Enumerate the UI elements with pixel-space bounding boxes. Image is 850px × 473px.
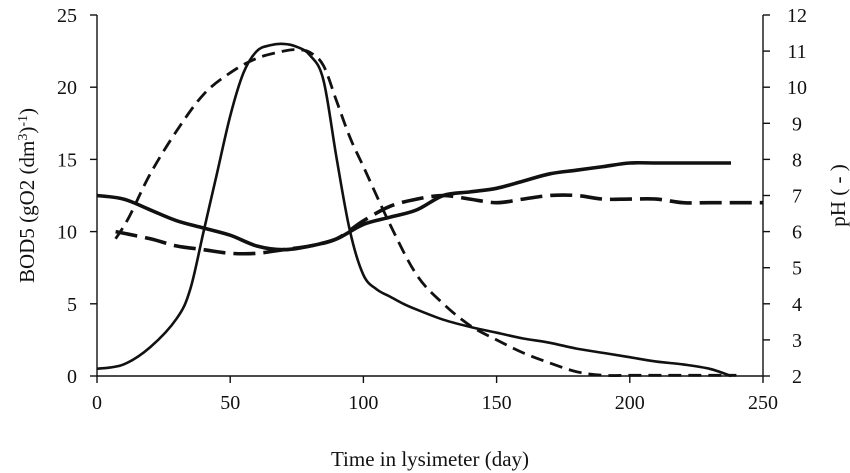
- y2-tick-label: 11: [787, 41, 806, 63]
- axes: [96, 15, 764, 377]
- x-tick-label: 50: [220, 392, 240, 414]
- series-line-3-ph: [96, 160, 731, 252]
- x-tick-label: 150: [482, 392, 512, 414]
- x-tick-label: 0: [92, 392, 102, 414]
- series-line-1-bod5: [96, 42, 732, 378]
- y2-tick-label: 9: [792, 113, 802, 135]
- y-axis-title-sup1: 3: [16, 134, 31, 141]
- x-tick-label: 100: [348, 392, 378, 414]
- y2-tick-label: 4: [792, 294, 802, 316]
- y2-axis-title: pH ( - ): [826, 164, 850, 226]
- y2-tick-label: 10: [787, 77, 807, 99]
- y-axis-title-mid: ): [15, 127, 39, 134]
- y2-tick-label: 7: [792, 186, 802, 208]
- y-axis-title-base: BOD5 (gO2 (dm: [15, 141, 39, 283]
- y-axis-title-sup2: -1: [16, 115, 31, 127]
- y-tick-label: 0: [67, 366, 77, 388]
- y2-tick-label: 6: [792, 222, 802, 244]
- y-tick-label: 25: [57, 5, 77, 27]
- series-layer: [96, 42, 763, 378]
- y2-tick-label: 5: [792, 258, 802, 280]
- y-tick-label: 15: [57, 149, 77, 171]
- series-line-2-bod5: [114, 48, 737, 377]
- y-axis-title-end: ): [15, 108, 39, 115]
- y-axis-title: BOD5 (gO2 (dm3)-1): [15, 108, 39, 283]
- y-tick-label: 5: [67, 294, 77, 316]
- tick-labels: 0 50 100 150 200 250 0 5 10 15 20 25 2 3 4 5 6 7 8 9 10 11 12: [57, 5, 807, 414]
- y2-tick-label: 8: [792, 149, 802, 171]
- series-line-4-ph: [115, 193, 763, 256]
- y-tick-label: 20: [57, 77, 77, 99]
- x-tick-label: 200: [615, 392, 645, 414]
- y2-tick-label: 12: [787, 5, 807, 27]
- y2-tick-label: 3: [792, 330, 802, 352]
- x-axis-title: Time in lysimeter (day): [331, 447, 529, 471]
- ticks: [90, 14, 770, 383]
- x-tick-label: 250: [748, 392, 778, 414]
- y-tick-label: 10: [57, 222, 77, 244]
- y2-tick-label: 2: [792, 366, 802, 388]
